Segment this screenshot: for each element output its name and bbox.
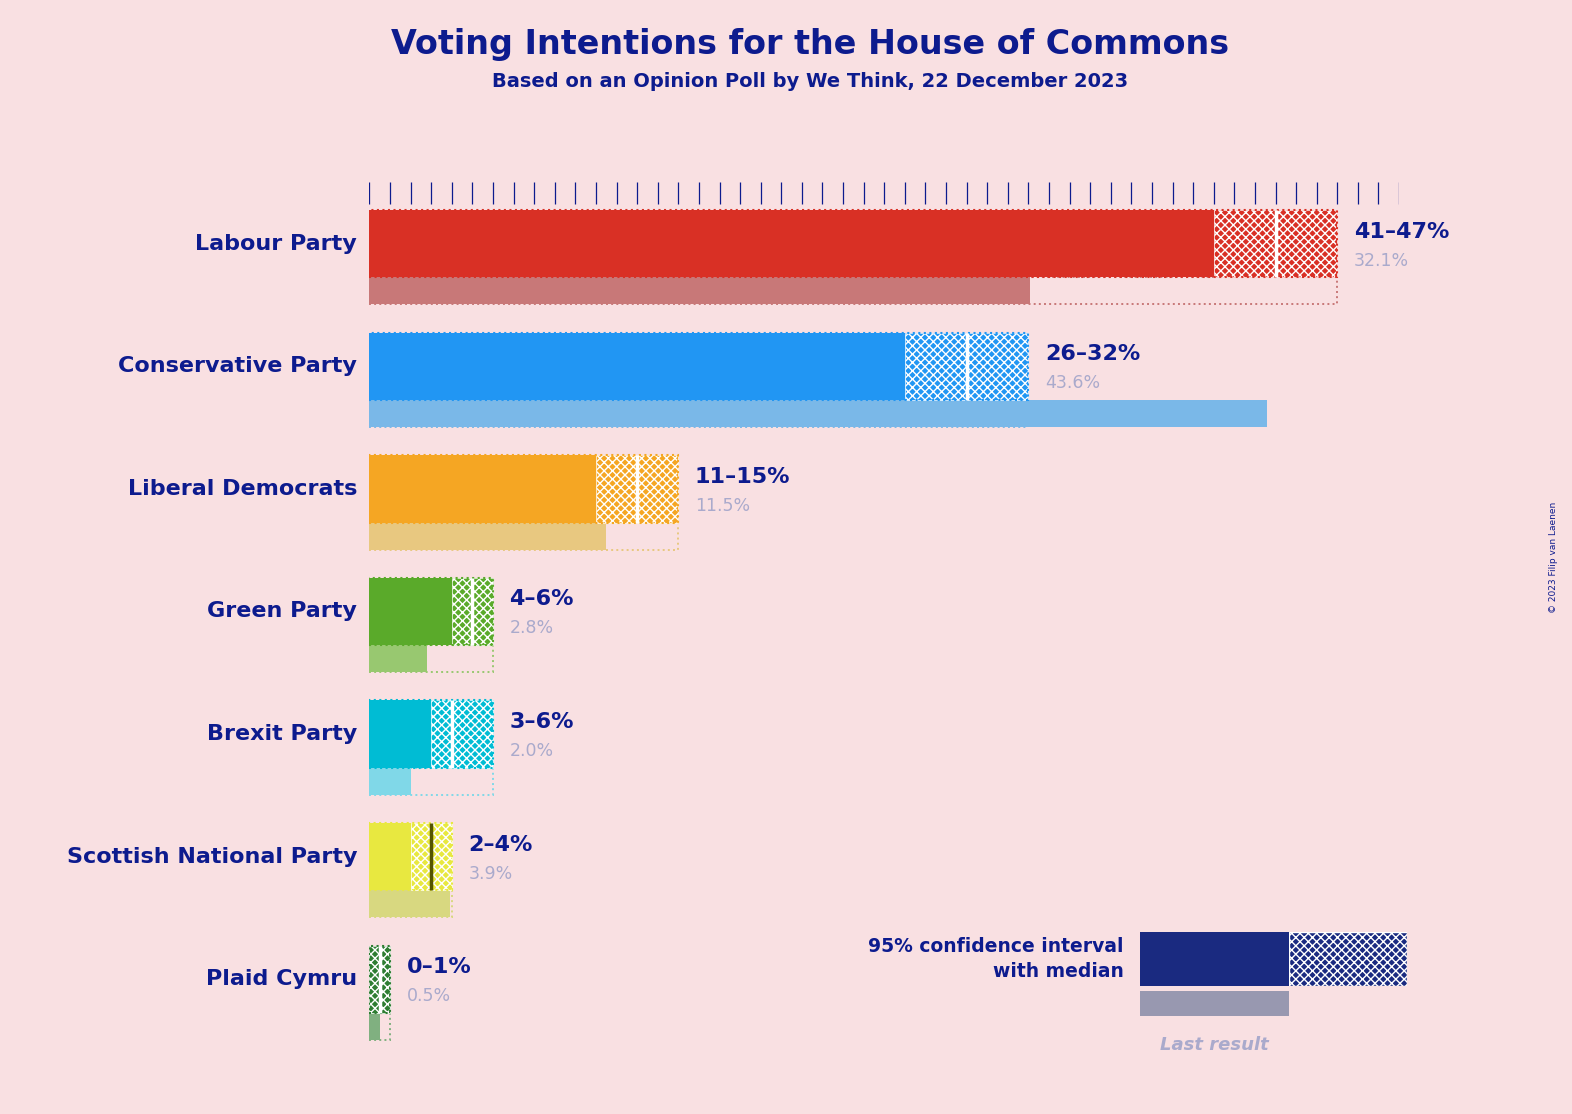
Bar [369,211,1338,277]
Text: 43.6%: 43.6% [1045,374,1100,392]
Bar [451,578,494,645]
Bar [369,277,1338,304]
Bar [369,1013,390,1039]
Text: Last result: Last result [1160,1036,1269,1054]
Text: 11.5%: 11.5% [695,497,750,515]
Text: Conservative Party: Conservative Party [118,356,357,377]
Text: © 2023 Filip van Laenen: © 2023 Filip van Laenen [1548,501,1558,613]
Bar [369,211,1214,277]
Bar [369,890,450,917]
Bar [369,823,451,890]
Text: 2–4%: 2–4% [468,834,533,854]
Bar [369,645,428,672]
Text: Based on an Opinion Poll by We Think, 22 December 2023: Based on an Opinion Poll by We Think, 22… [492,72,1127,91]
Text: Labour Party: Labour Party [195,234,357,254]
Bar [369,946,390,1013]
Bar [596,456,678,522]
Bar [596,456,678,522]
Bar [369,701,494,768]
Text: 11–15%: 11–15% [695,467,791,487]
Bar [369,522,678,549]
Bar [369,823,410,890]
Bar [369,645,494,672]
Text: 32.1%: 32.1% [1353,252,1409,270]
Bar [431,701,494,768]
Bar [451,578,494,645]
Bar [369,522,607,549]
Text: Brexit Party: Brexit Party [208,724,357,744]
Text: 0.5%: 0.5% [407,987,451,1005]
Bar [369,768,410,794]
Bar [1214,211,1338,277]
Bar [410,823,451,890]
Bar [369,946,390,1013]
Text: 4–6%: 4–6% [509,589,574,609]
Bar [369,456,678,522]
Text: Liberal Democrats: Liberal Democrats [127,479,357,499]
Text: 95% confidence interval
with median: 95% confidence interval with median [868,937,1124,981]
Bar [369,333,1028,400]
Bar [369,890,451,917]
Bar [905,333,1028,400]
Bar [1214,211,1338,277]
Bar [451,578,494,645]
Bar [369,946,390,1013]
Bar [369,1013,380,1039]
Bar [369,946,390,1013]
Text: Scottish National Party: Scottish National Party [66,847,357,867]
Text: 41–47%: 41–47% [1353,222,1449,242]
Bar [905,333,1028,400]
Text: 2.0%: 2.0% [509,742,553,760]
Text: Green Party: Green Party [208,602,357,622]
Text: 26–32%: 26–32% [1045,344,1140,364]
Text: Plaid Cymru: Plaid Cymru [206,969,357,989]
Text: 0–1%: 0–1% [407,957,472,977]
Bar [369,400,1028,427]
Bar [369,701,431,768]
Bar [431,701,494,768]
Bar [410,823,451,890]
Text: 3.9%: 3.9% [468,864,512,882]
Bar [369,456,596,522]
Bar [905,333,1028,400]
Bar [369,400,1267,427]
Bar [596,456,678,522]
Bar [369,578,451,645]
Bar [369,333,905,400]
Bar [431,701,494,768]
Bar [1214,211,1338,277]
Text: 3–6%: 3–6% [509,712,574,732]
Text: Voting Intentions for the House of Commons: Voting Intentions for the House of Commo… [390,28,1229,61]
Bar [369,578,494,645]
Bar [369,277,1031,304]
Bar [369,768,494,794]
Bar [410,823,451,890]
Text: 2.8%: 2.8% [509,619,553,637]
